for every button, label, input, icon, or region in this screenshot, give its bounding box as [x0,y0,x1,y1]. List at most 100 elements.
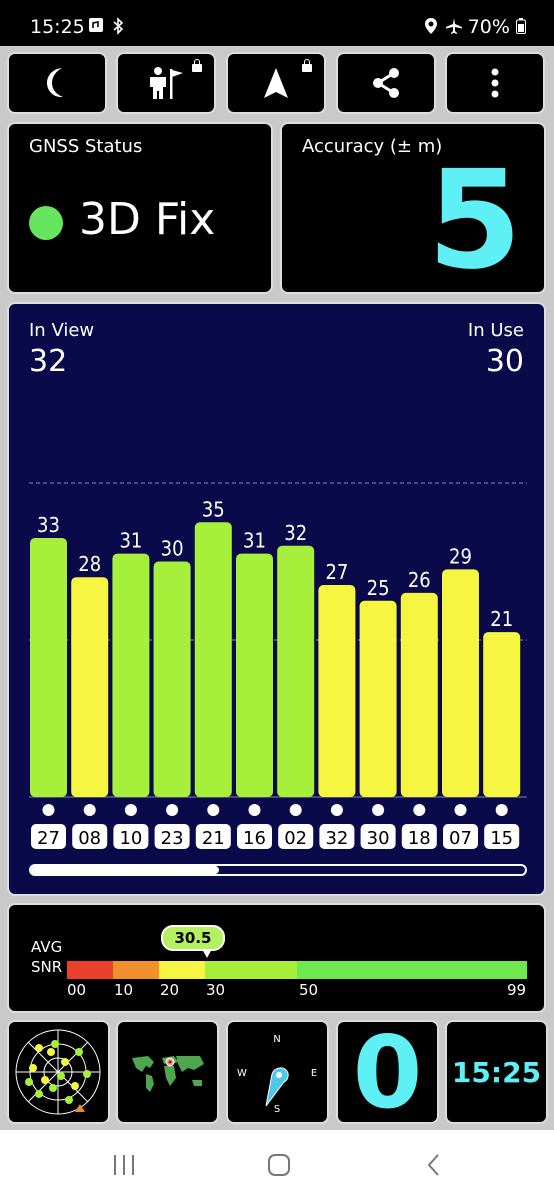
snr-tick-99: 99 [507,981,527,999]
prn-badge [278,824,314,849]
skyplot-icon [15,1029,101,1115]
fix-status-indicator [29,206,63,240]
prn-label: 15 [490,828,513,849]
snr-value-label: 29 [449,544,472,568]
snr-scale-bar [67,961,527,979]
snr-tick-50: 50 [299,981,319,999]
lock-icon [192,59,202,72]
gnss-status-label: GNSS Status [29,136,143,157]
in-use-dot [124,804,137,816]
snr-segment-10-20 [113,961,159,979]
snr-value-label: 28 [78,552,101,576]
prn-label: 21 [202,828,225,849]
prn-label: 23 [161,828,184,849]
snr-bar-21 [194,522,232,797]
prn-label: 02 [284,828,307,849]
snr-segment-0-10 [67,961,113,979]
in-use-dot [207,804,220,816]
snr-segment-50-99 [297,961,527,979]
in-use-dot [413,804,426,816]
in-view-value: 32 [29,344,68,379]
snr-segment-30-50 [205,961,297,979]
accuracy-panel: Accuracy (± m) 5 [280,122,546,300]
snr-value-label: 35 [202,497,225,521]
prn-label: 07 [449,828,472,849]
snr-tick-10: 10 [114,981,134,999]
prn-badge [154,824,190,849]
clock-value: 15:25 [451,1056,542,1089]
satellite-bar-chart: 33 27 28 08 31 10 30 23 35 21 31 16 32 02 27 32 25 30 26 18… [29,482,527,849]
snr-bar-18 [400,592,438,797]
avg-snr-pointer [202,949,212,958]
compass-icon: N E S W [237,1034,317,1115]
prn-badge [72,824,108,849]
snr-bar-23 [153,561,191,797]
back-button[interactable] [414,1148,454,1182]
world-map-button[interactable] [116,1020,219,1124]
snr-bar-07 [442,569,479,797]
home-icon [268,1154,290,1176]
mark-location-button[interactable] [116,52,216,114]
recent-apps-button[interactable] [104,1148,144,1182]
in-use-dot [166,804,179,816]
satellite-count-tile[interactable]: 0 [336,1020,439,1124]
avg-snr-label: AVG SNR [31,938,63,976]
location-icon [424,17,438,39]
navigate-button[interactable] [226,52,326,114]
satellite-scrollbar[interactable] [29,864,527,876]
snr-tick-20: 20 [160,981,180,999]
prn-badge [195,824,231,849]
prn-badge [360,824,396,849]
accuracy-value: 5 [427,142,522,300]
snr-bar-15 [483,632,521,797]
compass-button[interactable]: N E S W [226,1020,329,1124]
prn-label: 18 [408,828,431,849]
snr-value-label: 32 [284,521,307,545]
in-use-label: In Use [467,320,524,341]
snr-value-label: 27 [325,560,348,584]
home-button[interactable] [259,1148,299,1182]
satellite-signal-panel[interactable]: 33 27 28 08 31 10 30 23 35 21 31 16 32 02 27 32 25 30 26 18… [7,302,546,896]
in-use-dot [454,804,467,816]
snr-value-label: 21 [490,607,513,631]
compass-s: S [274,1104,280,1115]
accuracy-label: Accuracy (± m) [302,136,443,157]
prn-label: 16 [243,828,266,849]
skyplot-button[interactable] [7,1020,110,1124]
snr-bar-30 [359,600,397,797]
battery-percent: 70% [468,16,526,38]
night-mode-button[interactable] [7,52,107,114]
more-options-button[interactable] [445,52,545,114]
snr-tick-00: 00 [67,981,87,999]
in-use-dot [289,804,302,816]
snr-bar-16 [236,553,273,797]
person-flag-icon [150,67,183,99]
snr-value-label: 31 [119,529,142,553]
avg-snr-panel: AVG SNR 00 10 20 30 50 99 30.5 [7,903,546,1013]
prn-badge [237,824,272,849]
snr-bar-08 [71,577,109,797]
avg-snr-value: 30.5 [161,925,225,951]
more-vert-icon [491,68,499,98]
prn-label: 32 [325,828,348,849]
share-icon [373,68,399,98]
satellite-count-value: 0 [352,1020,423,1124]
in-use-dot [372,804,385,816]
snr-bar-27 [30,537,67,797]
airplane-mode-icon [445,17,463,39]
status-time: 15:25 [30,16,85,38]
prn-label: 30 [367,828,390,849]
snr-value-label: 26 [408,568,431,592]
clock-tile[interactable]: 15:25 [445,1020,548,1124]
snr-bar-10 [112,553,150,797]
prn-label: 10 [119,828,142,849]
moon-icon [47,68,63,98]
prn-badge [31,824,66,849]
snr-value-label: 25 [367,576,390,600]
share-button[interactable] [336,52,436,114]
compass-n: N [273,1034,280,1045]
prn-badge [113,824,149,849]
satellite-scroll-thumb[interactable] [31,866,219,874]
prn-badge [443,824,478,849]
status-bar: 15:25 70% [0,0,554,54]
